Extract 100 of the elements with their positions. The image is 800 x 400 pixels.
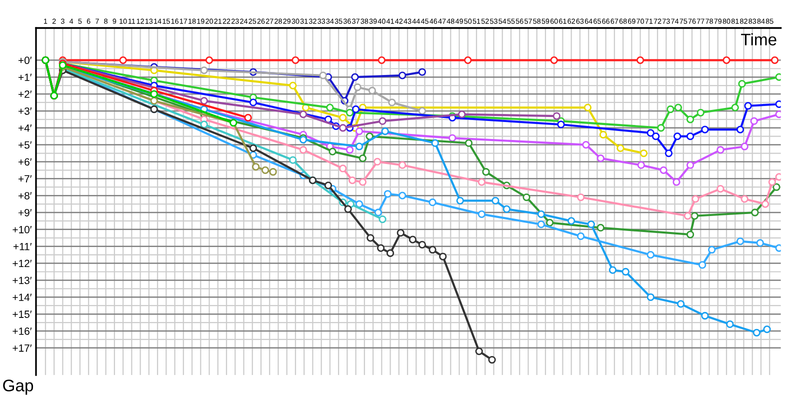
point (770, 56, 779, 64)
point (557, 120, 565, 128)
point (596, 154, 604, 162)
point (637, 161, 645, 169)
point (352, 105, 360, 114)
point (744, 102, 752, 110)
point (478, 178, 486, 186)
point (428, 246, 436, 254)
point (686, 230, 694, 238)
x-axis-title: Time (741, 33, 776, 46)
point (608, 266, 617, 274)
point (716, 146, 724, 154)
point (482, 168, 490, 176)
point (664, 149, 673, 158)
point (376, 244, 385, 252)
point (249, 98, 258, 106)
point (299, 110, 308, 118)
y-tick-label: +6′ (18, 158, 32, 166)
point (701, 126, 709, 134)
point (674, 104, 682, 112)
point (738, 80, 746, 88)
point (418, 240, 426, 248)
point (740, 142, 748, 150)
y-tick-label: +16′ (12, 327, 32, 335)
point (736, 237, 744, 246)
point (261, 166, 270, 174)
point (319, 72, 327, 80)
point (751, 208, 759, 216)
point (374, 208, 382, 216)
point (576, 232, 585, 240)
point (726, 320, 734, 328)
point (150, 90, 158, 98)
point (346, 146, 354, 154)
point (584, 104, 592, 112)
point (269, 168, 277, 176)
point (289, 82, 297, 90)
y-tick-label: +15′ (12, 310, 32, 318)
point (339, 124, 347, 132)
point (488, 356, 496, 364)
point (475, 347, 483, 356)
point (388, 98, 396, 106)
point (150, 96, 158, 105)
y-tick-label: +17′ (12, 344, 32, 352)
point (763, 325, 771, 334)
point (672, 178, 680, 186)
point (736, 126, 744, 134)
point (684, 212, 692, 220)
point (378, 56, 386, 64)
point (690, 212, 698, 220)
point (249, 144, 258, 152)
point (550, 56, 558, 64)
point (646, 251, 654, 259)
point (692, 195, 700, 203)
point (731, 104, 739, 112)
point (339, 164, 347, 172)
point (346, 108, 354, 116)
point (378, 215, 386, 224)
point (378, 117, 386, 125)
y-tick-label: +9′ (18, 209, 32, 216)
y-tick-label: +7′ (18, 175, 32, 182)
point (666, 105, 674, 114)
point (358, 178, 367, 186)
point (458, 110, 466, 118)
point (576, 193, 585, 202)
point (384, 190, 392, 198)
point (646, 129, 654, 137)
point (355, 142, 364, 150)
point (657, 124, 665, 132)
point (761, 200, 770, 208)
point (464, 56, 472, 64)
point (698, 261, 706, 269)
point (324, 182, 332, 190)
point (756, 239, 764, 247)
point (381, 127, 389, 136)
point (722, 56, 730, 64)
point (355, 200, 364, 208)
point (522, 193, 530, 202)
y-tick-label: +11′ (13, 242, 32, 250)
point (636, 56, 644, 64)
point (640, 149, 648, 158)
point (464, 139, 473, 147)
point (398, 161, 406, 169)
point (339, 114, 347, 122)
point (582, 140, 590, 149)
point (622, 268, 630, 276)
point (448, 134, 456, 142)
point (398, 72, 406, 80)
y-tick-label: +14′ (12, 294, 32, 301)
point (119, 56, 127, 64)
point (354, 83, 362, 92)
point (708, 246, 716, 254)
point (355, 127, 364, 136)
point (439, 252, 447, 260)
point (750, 117, 758, 125)
point (396, 228, 404, 237)
point (205, 56, 214, 64)
point (289, 156, 297, 164)
point (646, 293, 654, 301)
y-axis-title: Gap (3, 380, 34, 395)
point (537, 210, 545, 218)
